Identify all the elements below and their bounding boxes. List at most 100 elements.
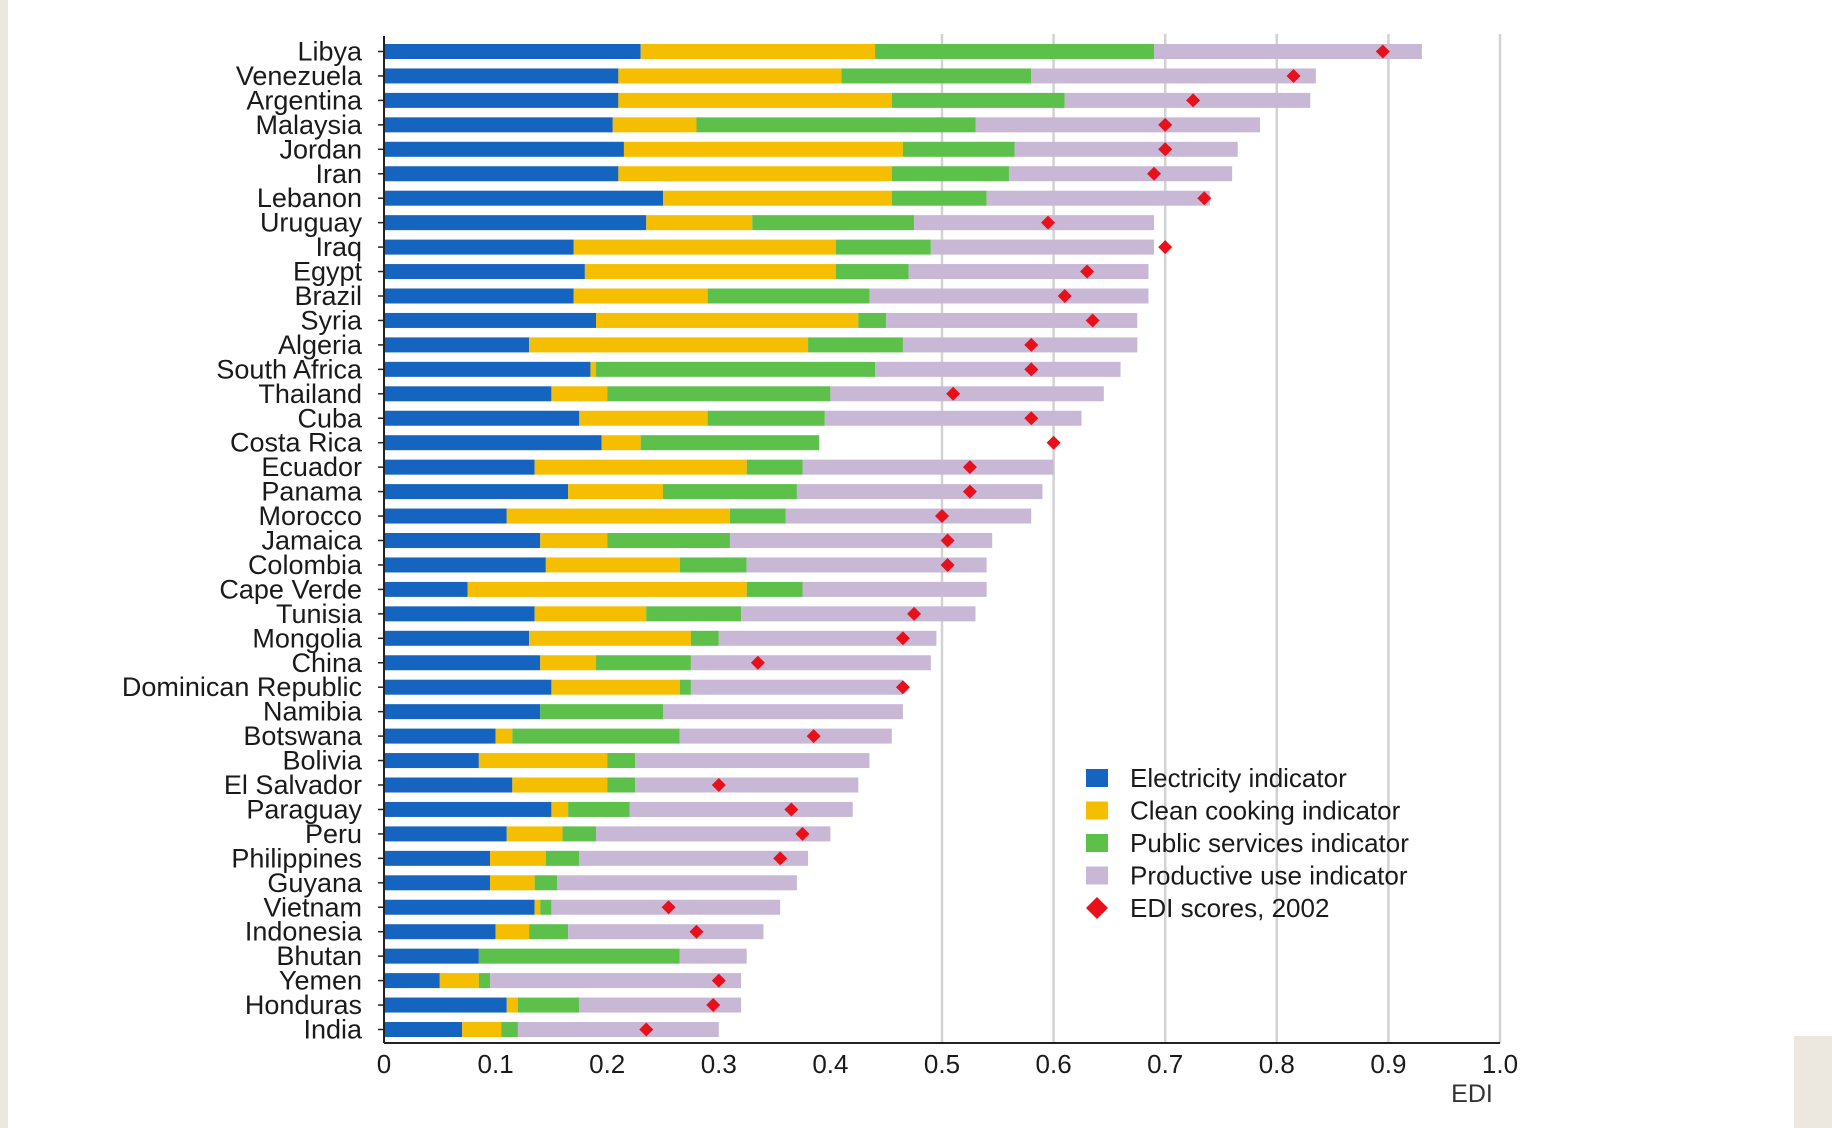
bar-namibia-productive bbox=[663, 704, 903, 720]
category-label: Ecuador bbox=[261, 452, 362, 482]
x-tick-label: 1.0 bbox=[1482, 1049, 1518, 1079]
bar-guyana-productive bbox=[556, 875, 797, 891]
category-label: China bbox=[291, 648, 363, 678]
x-tick-label: 0.4 bbox=[812, 1049, 848, 1079]
category-label: South Africa bbox=[216, 354, 363, 384]
bar-iraq-clean bbox=[573, 239, 836, 255]
bar-china-clean bbox=[540, 655, 597, 671]
bar-thailand-clean bbox=[551, 386, 608, 402]
bar-dominican-republic-productive bbox=[690, 679, 903, 695]
bar-egypt-productive bbox=[908, 264, 1149, 280]
category-label: Colombia bbox=[248, 550, 363, 580]
bar-malaysia-public bbox=[696, 117, 976, 133]
bar-egypt-clean bbox=[584, 264, 836, 280]
edi-2002-marker-paraguay bbox=[784, 802, 799, 817]
bar-dominican-republic-public bbox=[679, 679, 691, 695]
bar-indonesia-productive bbox=[568, 924, 764, 940]
bar-tunisia-public bbox=[646, 606, 742, 622]
category-label: Honduras bbox=[245, 990, 362, 1020]
bar-argentina-electricity bbox=[384, 92, 619, 108]
category-label: India bbox=[303, 1015, 363, 1045]
category-label: Argentina bbox=[246, 85, 363, 115]
bar-malaysia-clean bbox=[612, 117, 697, 133]
bar-peru-electricity bbox=[384, 826, 507, 842]
bar-uruguay-public bbox=[752, 215, 915, 231]
bar-algeria-productive bbox=[902, 337, 1138, 353]
category-label: Algeria bbox=[278, 330, 363, 360]
bar-uruguay-electricity bbox=[384, 215, 647, 231]
bar-el-salvador-public bbox=[607, 777, 636, 793]
category-label: El Salvador bbox=[224, 770, 362, 800]
bar-ecuador-electricity bbox=[384, 459, 535, 475]
x-tick-label: 0.7 bbox=[1147, 1049, 1183, 1079]
left-margin-strip bbox=[0, 0, 8, 1128]
bar-philippines-electricity bbox=[384, 850, 491, 866]
edi-2002-marker-lebanon bbox=[1197, 191, 1212, 206]
category-label: Panama bbox=[261, 477, 363, 507]
legend-swatch bbox=[1086, 866, 1108, 885]
bar-el-salvador-electricity bbox=[384, 777, 513, 793]
category-label: Syria bbox=[300, 305, 362, 335]
bar-guyana-electricity bbox=[384, 875, 491, 891]
bar-uruguay-productive bbox=[914, 215, 1155, 231]
category-label: Philippines bbox=[231, 843, 362, 873]
legend-label: EDI scores, 2002 bbox=[1130, 893, 1329, 923]
bars bbox=[384, 44, 1422, 1037]
bar-paraguay-clean bbox=[551, 801, 569, 817]
bar-costa-rica-public bbox=[640, 435, 820, 451]
edi-2002-marker-egypt bbox=[1080, 264, 1095, 279]
bar-india-productive bbox=[517, 1022, 719, 1037]
category-label: Thailand bbox=[258, 379, 362, 409]
bar-yemen-electricity bbox=[384, 973, 440, 989]
edi-2002-marker-venezuela bbox=[1286, 68, 1301, 83]
bar-algeria-clean bbox=[529, 337, 809, 353]
edi-2002-marker-colombia bbox=[940, 557, 955, 572]
bar-tunisia-electricity bbox=[384, 606, 535, 622]
bar-vietnam-electricity bbox=[384, 899, 535, 915]
bar-botswana-productive bbox=[679, 728, 892, 744]
bar-syria-public bbox=[858, 312, 887, 328]
x-tick-labels: 0 0.1 0.2 0.3 0.4 0.5 0.6 0.7 0.8 0.9 1.0 bbox=[377, 1049, 1518, 1079]
bar-honduras-public bbox=[517, 997, 580, 1013]
bar-honduras-clean bbox=[506, 997, 518, 1013]
category-label: Libya bbox=[297, 37, 363, 67]
bar-lebanon-productive bbox=[986, 190, 1210, 206]
bar-panama-productive bbox=[796, 484, 1043, 500]
x-tick-label: 0.8 bbox=[1259, 1049, 1295, 1079]
category-label: Venezuela bbox=[236, 61, 363, 91]
bar-philippines-productive bbox=[579, 850, 809, 866]
bar-jamaica-public bbox=[607, 533, 730, 548]
edi-2002-marker-india bbox=[639, 1022, 654, 1037]
corner-block bbox=[1794, 1036, 1832, 1128]
category-label: Mongolia bbox=[252, 623, 363, 653]
bar-cuba-productive bbox=[824, 410, 1082, 426]
category-label: Uruguay bbox=[260, 208, 363, 238]
bar-bhutan-public bbox=[478, 948, 680, 964]
category-label: Malaysia bbox=[255, 110, 363, 140]
bar-syria-electricity bbox=[384, 312, 597, 328]
category-label: Costa Rica bbox=[230, 428, 363, 458]
bar-uruguay-clean bbox=[646, 215, 753, 231]
bar-dominican-republic-clean bbox=[551, 679, 680, 695]
bar-venezuela-electricity bbox=[384, 68, 619, 84]
legend-label: Public services indicator bbox=[1130, 828, 1409, 858]
category-label: Egypt bbox=[293, 257, 363, 287]
bar-cape-verde-electricity bbox=[384, 581, 468, 597]
bar-ecuador-clean bbox=[534, 459, 747, 475]
edi-2002-marker-argentina bbox=[1186, 93, 1201, 108]
bar-jordan-clean bbox=[623, 141, 903, 157]
bar-south-africa-clean bbox=[590, 361, 597, 377]
bar-bolivia-public bbox=[607, 753, 636, 769]
bar-colombia-clean bbox=[545, 557, 680, 573]
edi-2002-marker-libya bbox=[1375, 44, 1390, 59]
bar-honduras-electricity bbox=[384, 997, 507, 1013]
bar-syria-clean bbox=[596, 312, 859, 328]
legend-swatch bbox=[1086, 834, 1108, 852]
bar-thailand-electricity bbox=[384, 386, 552, 402]
edi-2002-marker-algeria bbox=[1024, 337, 1039, 352]
legend-label: Electricity indicator bbox=[1130, 763, 1347, 793]
bar-panama-clean bbox=[568, 484, 663, 500]
bar-iraq-electricity bbox=[384, 239, 574, 255]
bar-philippines-clean bbox=[490, 850, 546, 866]
category-label: Dominican Republic bbox=[122, 672, 362, 702]
